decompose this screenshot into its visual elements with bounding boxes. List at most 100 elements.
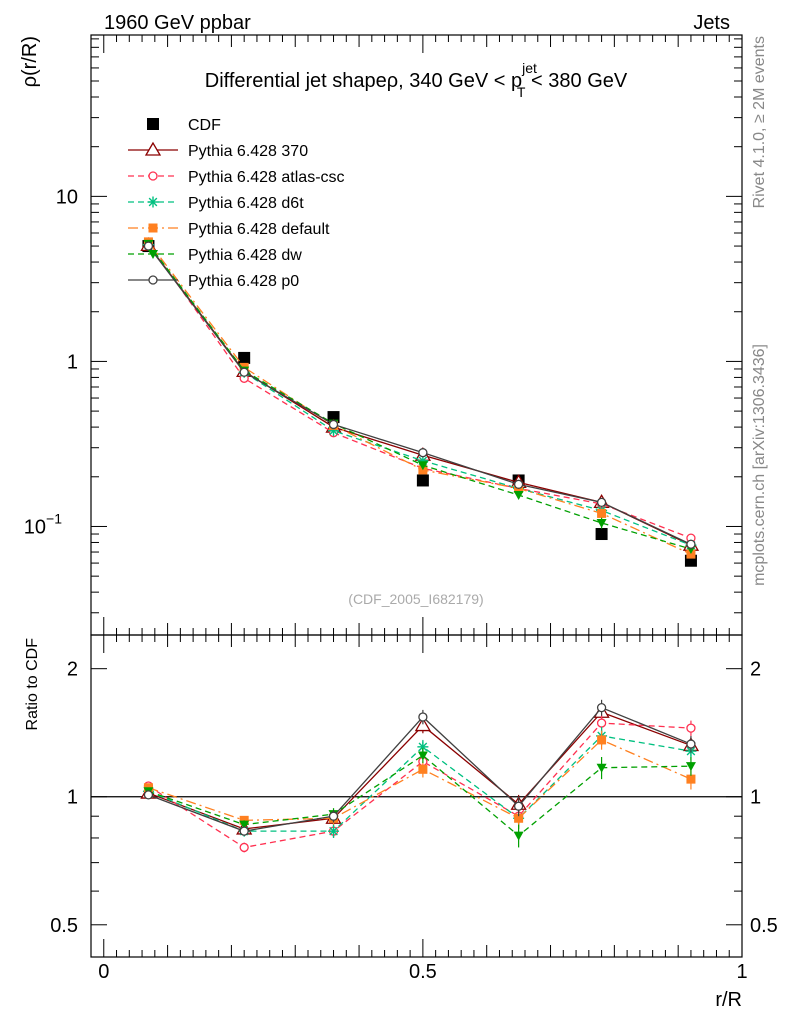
header-right-label: Jets — [693, 12, 730, 34]
legend-label: Pythia 6.428 370 — [188, 143, 308, 160]
legend-marker — [148, 171, 158, 181]
chart-title-superscript: jet — [521, 60, 537, 76]
legend-entry: Pythia 6.428 d6t — [128, 195, 304, 212]
ratio-series-group — [140, 699, 700, 853]
chart-title-prefix: Differential jet shapeρ, 340 GeV < p — [205, 70, 522, 92]
legend-label: Pythia 6.428 default — [188, 221, 330, 238]
rivet-version-label: Rivet 4.1.0, ≥ 2M events — [751, 36, 768, 208]
main-y-tick-label: 10−1 — [24, 510, 62, 538]
main-data-point — [418, 448, 428, 458]
ratio-series-line — [148, 722, 691, 849]
ratio-data-point — [239, 842, 249, 853]
ratio-data-point — [596, 702, 607, 713]
legend-entry: Pythia 6.428 370 — [128, 141, 308, 160]
main-series-6 — [143, 241, 696, 549]
ratio-y-axis-label: Ratio to CDF — [24, 638, 41, 731]
legend-marker — [144, 141, 162, 156]
ratio-data-point — [596, 718, 607, 728]
x-tick-label: 0 — [98, 961, 109, 983]
ratio-y-tick-label-right: 0.5 — [750, 915, 778, 937]
ratio-series-5 — [143, 699, 696, 836]
x-tick-label: 1 — [736, 961, 747, 983]
chart-title: Differential jet shapeρ, 340 GeV < pjet T… — [205, 60, 628, 100]
legend-marker — [148, 223, 158, 233]
main-data-point — [416, 474, 429, 487]
ratio-data-point-stroke-3 — [329, 826, 338, 836]
main-data-point — [143, 241, 154, 251]
ratio-series-3 — [143, 730, 696, 829]
ratio-data-point — [143, 790, 154, 800]
legend: CDF Pythia 6.428 370 Pythia 6.428 atlas-cs… — [128, 117, 345, 290]
main-data-point — [595, 528, 608, 541]
ratio-data-point — [328, 811, 339, 821]
main-data-point — [596, 497, 607, 507]
ratio-data-point — [418, 712, 428, 722]
analysis-id-label: (CDF_2005_I682179) — [348, 591, 483, 607]
ratio-series-2 — [142, 726, 697, 838]
ratio-y-tick-label-left: 2 — [67, 659, 78, 681]
legend-label: CDF — [188, 117, 221, 134]
mcplots-label: mcplots.cern.ch [arXiv:1306.3436] — [751, 344, 768, 586]
main-data-point — [686, 539, 696, 549]
header-left-label: 1960 GeV ppbar — [104, 12, 251, 34]
main-data-point — [238, 351, 251, 364]
main-y-tick-label-exponent: −1 — [46, 510, 62, 526]
ratio-data-point — [418, 764, 428, 774]
legend-marker — [147, 196, 159, 208]
chart-title-subscript: T — [517, 84, 526, 100]
ratio-plot-frame — [90, 634, 743, 958]
legend-label: Pythia 6.428 p0 — [188, 273, 299, 290]
ratio-y-tick-label-right: 1 — [750, 787, 761, 809]
legend-label: Pythia 6.428 d6t — [188, 195, 304, 212]
ratio-data-point — [686, 739, 696, 749]
ratio-data-point — [417, 751, 428, 761]
legend-marker-stroke-3 — [148, 197, 158, 207]
legend-entry: CDF — [147, 117, 221, 134]
main-series-line — [147, 245, 692, 545]
main-data-point — [597, 508, 607, 518]
ratio-data-point — [414, 717, 432, 732]
main-data-point — [239, 367, 249, 377]
main-y-tick-label: 1 — [67, 351, 78, 373]
x-tick-label: 0.5 — [409, 961, 437, 983]
main-series-line — [147, 244, 692, 546]
ratio-data-point — [596, 763, 607, 773]
ratio-data-point — [686, 723, 696, 733]
ratio-y-tick-label-right: 2 — [750, 659, 761, 681]
ratio-y-tick-label-left: 1 — [67, 787, 78, 809]
main-y-tick-label: 10 — [56, 186, 78, 208]
main-data-point — [686, 549, 696, 559]
x-axis-label: r/R — [715, 989, 742, 1011]
main-axis-ticks: 10−1 1 10 — [24, 35, 743, 635]
ratio-data-point — [685, 762, 696, 772]
main-data-point — [596, 518, 607, 528]
ratio-data-point — [514, 813, 524, 823]
legend-marker — [147, 118, 159, 130]
ratio-data-point — [513, 801, 524, 811]
legend-entry: Pythia 6.428 default — [128, 221, 330, 238]
ratio-data-point — [239, 826, 249, 836]
legend-label: Pythia 6.428 atlas-csc — [188, 169, 345, 186]
main-data-point — [513, 491, 524, 501]
ratio-data-point — [686, 774, 696, 784]
legend-marker — [148, 250, 158, 259]
ratio-series-1 — [143, 714, 696, 853]
ratio-data-point — [597, 735, 607, 745]
ratio-data-point-stroke-3 — [418, 742, 428, 752]
legend-label: Pythia 6.428 dw — [188, 247, 302, 264]
ratio-data-point — [513, 831, 524, 841]
main-data-point — [513, 479, 524, 489]
legend-marker — [148, 275, 158, 285]
main-data-point — [417, 461, 428, 471]
ratio-axis-ticks: 0.5 0.5 1 1 2 2 0 0.5 1 — [50, 635, 778, 983]
chart-title-suffix: < 380 GeV — [525, 70, 627, 92]
ratio-data-point — [239, 820, 250, 830]
ratio-data-point — [328, 825, 340, 837]
legend-entry: Pythia 6.428 atlas-csc — [128, 169, 345, 186]
legend-entry: Pythia 6.428 p0 — [128, 273, 299, 290]
main-data-point — [328, 419, 339, 430]
main-y-axis-label: ρ(r/R) — [19, 36, 41, 87]
ratio-y-tick-label-left: 0.5 — [50, 915, 78, 937]
legend-entry: Pythia 6.428 dw — [128, 247, 302, 264]
